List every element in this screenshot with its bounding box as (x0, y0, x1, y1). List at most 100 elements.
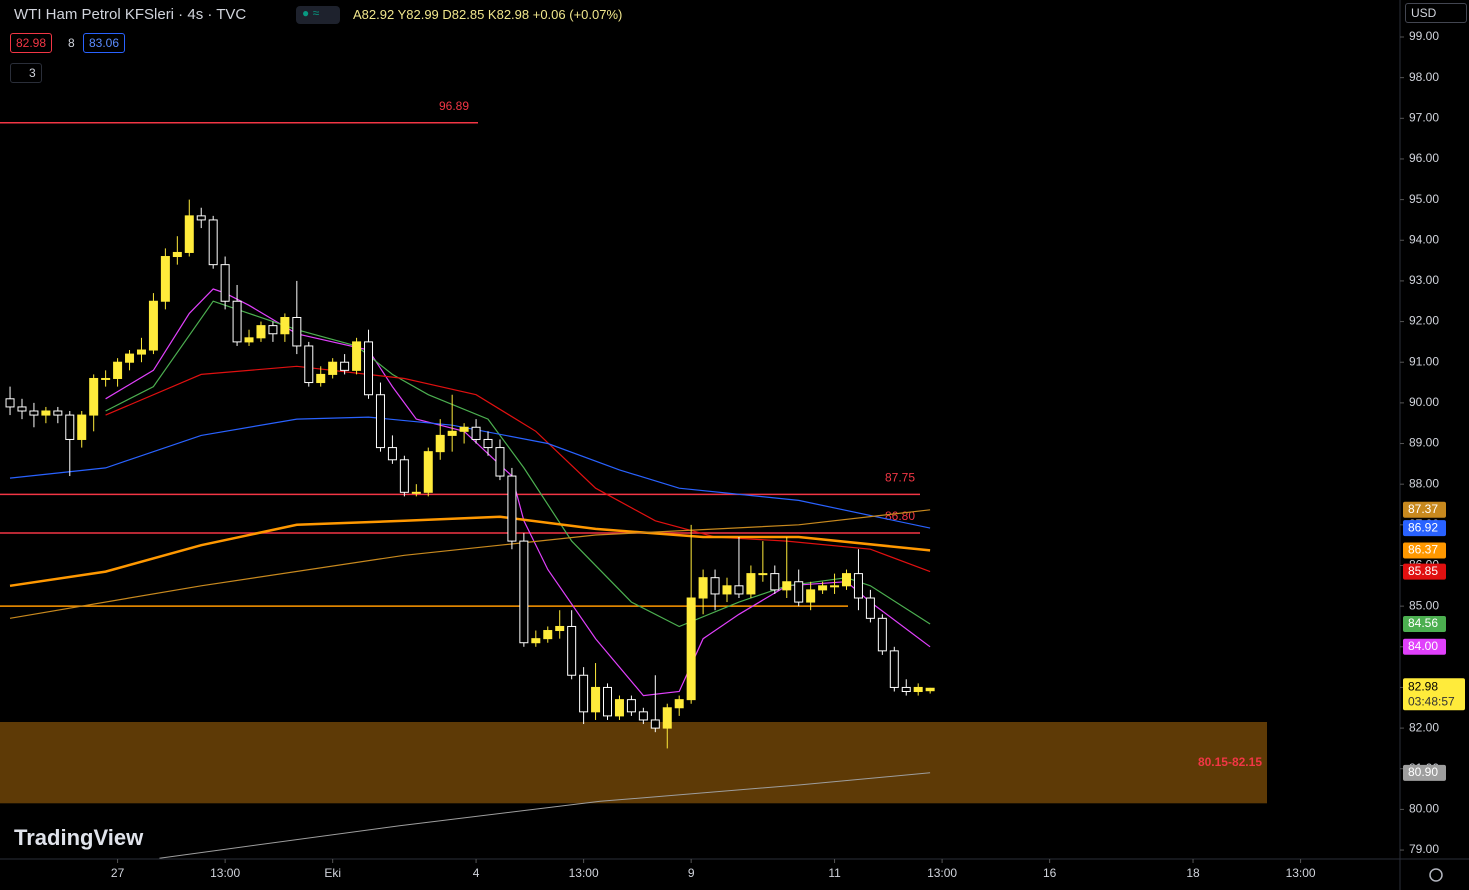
candle-body (483, 438, 493, 449)
price-tag-label: 86.92 (1408, 520, 1438, 534)
x-tick-label: 16 (1043, 866, 1057, 880)
candle-body (268, 325, 278, 335)
candle-body (196, 215, 206, 221)
candle-body (614, 699, 624, 717)
x-tick-label: 13:00 (210, 866, 240, 880)
x-tick-label: 11 (828, 866, 841, 880)
candle-body (794, 581, 804, 603)
candle-body (125, 353, 135, 363)
candle-body (113, 361, 123, 379)
indicators-toggle[interactable]: 3 (10, 63, 42, 83)
x-tick-label: Eki (324, 866, 341, 880)
axes: 79.0080.0081.0082.0083.0084.0085.0086.00… (111, 29, 1465, 880)
candle-body (65, 414, 75, 440)
price-tag-label: 84.56 (1408, 616, 1438, 630)
candle-body (889, 650, 899, 688)
candle-body (17, 406, 27, 412)
candle-body (662, 707, 672, 729)
candle-body (674, 699, 684, 709)
y-tick-label: 96.00 (1409, 151, 1439, 165)
candle-body (340, 361, 350, 371)
candle-body (77, 414, 87, 440)
candle-body (184, 215, 194, 253)
candle-body (160, 256, 170, 302)
candle-body (519, 540, 529, 644)
x-tick-label: 18 (1186, 866, 1200, 880)
candle-body (818, 585, 828, 591)
y-tick-label: 94.00 (1409, 232, 1439, 246)
candle-body (746, 573, 756, 595)
candle-body (567, 625, 577, 676)
candle-body (853, 573, 863, 599)
candle-body (148, 300, 158, 351)
ohlc-values: A82.92 Y82.99 D82.85 K82.98 +0.06 (+0.07… (353, 7, 623, 22)
candle-body (579, 674, 589, 713)
price-tag-label: 84.00 (1408, 639, 1438, 653)
candle-body (232, 300, 242, 343)
candle-body (53, 410, 63, 416)
candle-body (495, 447, 505, 477)
candle-body (531, 638, 541, 644)
candle-body (459, 426, 469, 432)
candle-body (435, 434, 445, 453)
candle-body (280, 317, 290, 335)
candle-body (758, 573, 768, 576)
level-label: 87.75 (885, 471, 915, 485)
x-tick-label: 9 (688, 866, 695, 880)
y-tick-label: 99.00 (1409, 29, 1439, 43)
zone-label: 80.15-82.15 (1198, 755, 1262, 769)
support-zone (0, 721, 1267, 804)
candle-body (591, 686, 601, 713)
settings-icon[interactable] (1429, 868, 1443, 882)
y-tick-label: 89.00 (1409, 436, 1439, 450)
countdown-label: 03:48:57 (1408, 694, 1455, 708)
sell-button[interactable]: 82.98 (10, 33, 53, 53)
y-tick-label: 90.00 (1409, 395, 1439, 409)
candle-body (5, 398, 15, 408)
y-tick-label: 80.00 (1409, 802, 1439, 816)
plot-area: 80.15-82.15 96.89 87.75 86.80 (0, 99, 1267, 859)
price-tag (1403, 764, 1446, 781)
candle-body (352, 341, 362, 371)
y-tick-label: 95.00 (1409, 192, 1439, 206)
candle-body (710, 577, 720, 595)
price-tag (1403, 563, 1446, 580)
candle-body (877, 617, 887, 652)
candle-body (782, 581, 792, 591)
candle-body (256, 325, 266, 339)
price-tag (1403, 501, 1446, 518)
brand-logo: TradingView (14, 825, 144, 850)
candle-body (806, 589, 816, 603)
candle-body (136, 349, 146, 355)
candle-body (471, 426, 481, 440)
candle-body (650, 719, 660, 729)
level-label: 96.89 (439, 99, 469, 113)
candle-body (830, 585, 840, 588)
candle-body (925, 687, 935, 692)
candle-body (89, 377, 99, 416)
candle-body (364, 341, 374, 396)
status-badge: ● ≈ (296, 6, 340, 24)
candle-body (220, 264, 230, 302)
moving-average (9, 515, 931, 588)
x-tick-label: 13:00 (569, 866, 599, 880)
candle-body (172, 251, 182, 258)
symbol-title[interactable]: WTI Ham Petrol KFSleri · 4s · TVC (14, 6, 247, 23)
moving-average (9, 416, 931, 529)
candle-body (686, 597, 696, 701)
y-tick-label: 82.00 (1409, 720, 1439, 734)
candle-body (387, 447, 397, 461)
y-tick-label: 79.00 (1409, 842, 1439, 856)
price-tag-label: 86.37 (1408, 543, 1438, 557)
candle-body (411, 491, 421, 494)
candle-body (842, 573, 852, 587)
buy-button[interactable]: 83.06 (83, 33, 126, 53)
price-tag-label: 85.85 (1408, 564, 1438, 578)
x-tick-label: 27 (111, 866, 125, 880)
candle-body (543, 630, 553, 640)
moving-average (159, 772, 931, 859)
price-tag (1403, 638, 1446, 655)
currency-select[interactable]: USD (1405, 3, 1467, 23)
